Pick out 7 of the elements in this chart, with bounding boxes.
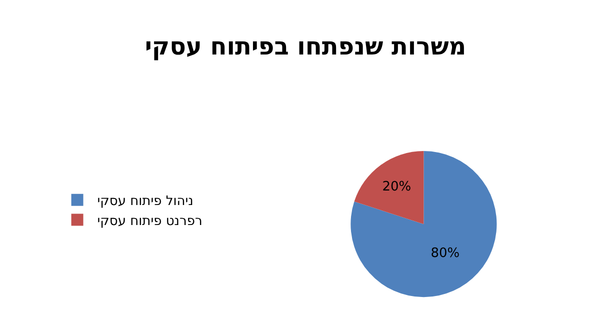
pie-slice bbox=[350, 151, 497, 298]
chart-title: משרות שנפתחו בפיתוח עסקי bbox=[144, 32, 466, 60]
data-label: 80% bbox=[430, 246, 460, 262]
pie-slice bbox=[354, 151, 424, 224]
legend-label: ניהול פיתוח עסקי bbox=[97, 194, 194, 209]
legend-label: רפרנט פיתוח עסקי bbox=[97, 214, 202, 229]
data-label: 20% bbox=[382, 179, 412, 194]
